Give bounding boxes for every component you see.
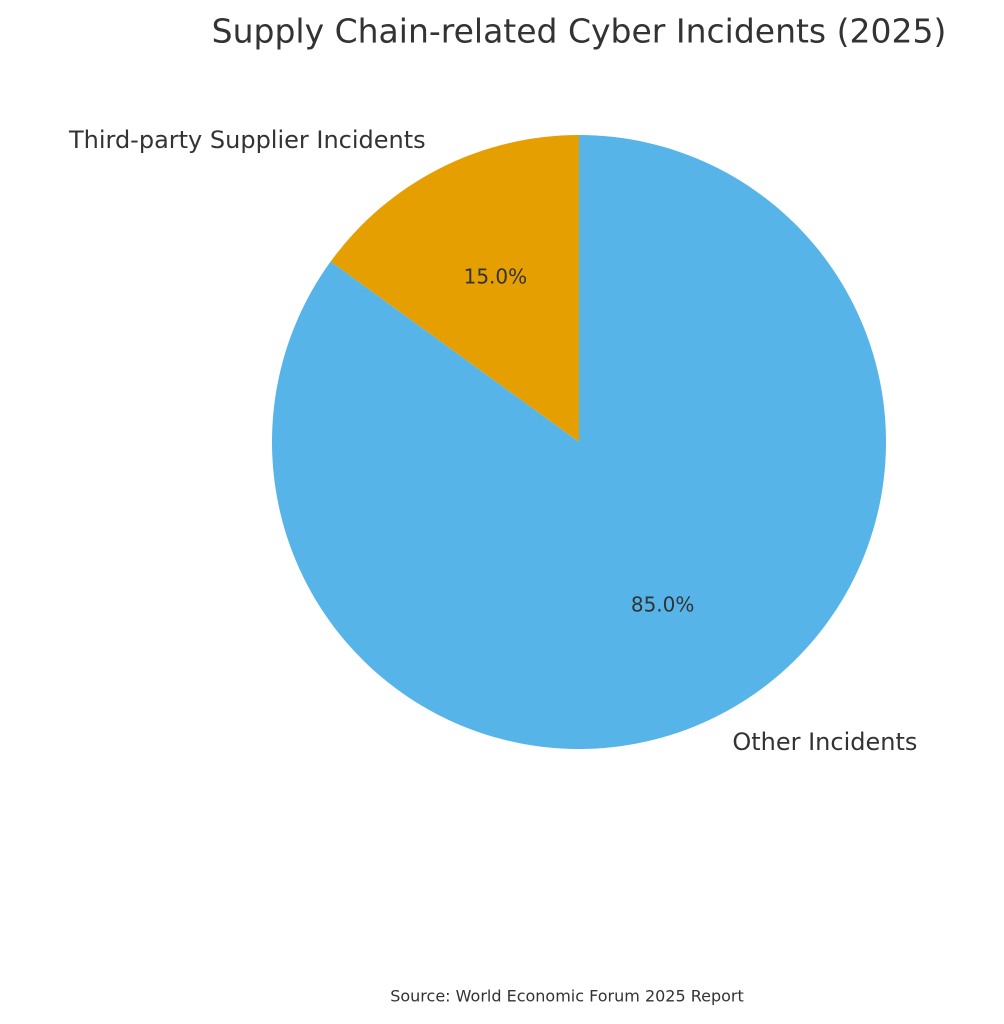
percent-label: 15.0%	[464, 264, 528, 288]
slice-label: Third-party Supplier Incidents	[68, 126, 426, 154]
slice-label: Other Incidents	[732, 728, 917, 756]
pie-slice	[330, 135, 579, 442]
pie-slice	[271, 135, 886, 749]
chart-title: Supply Chain-related Cyber Incidents (20…	[212, 12, 947, 51]
source-note: Source: World Economic Forum 2025 Report	[390, 987, 744, 1006]
percent-label: 85.0%	[631, 593, 695, 617]
